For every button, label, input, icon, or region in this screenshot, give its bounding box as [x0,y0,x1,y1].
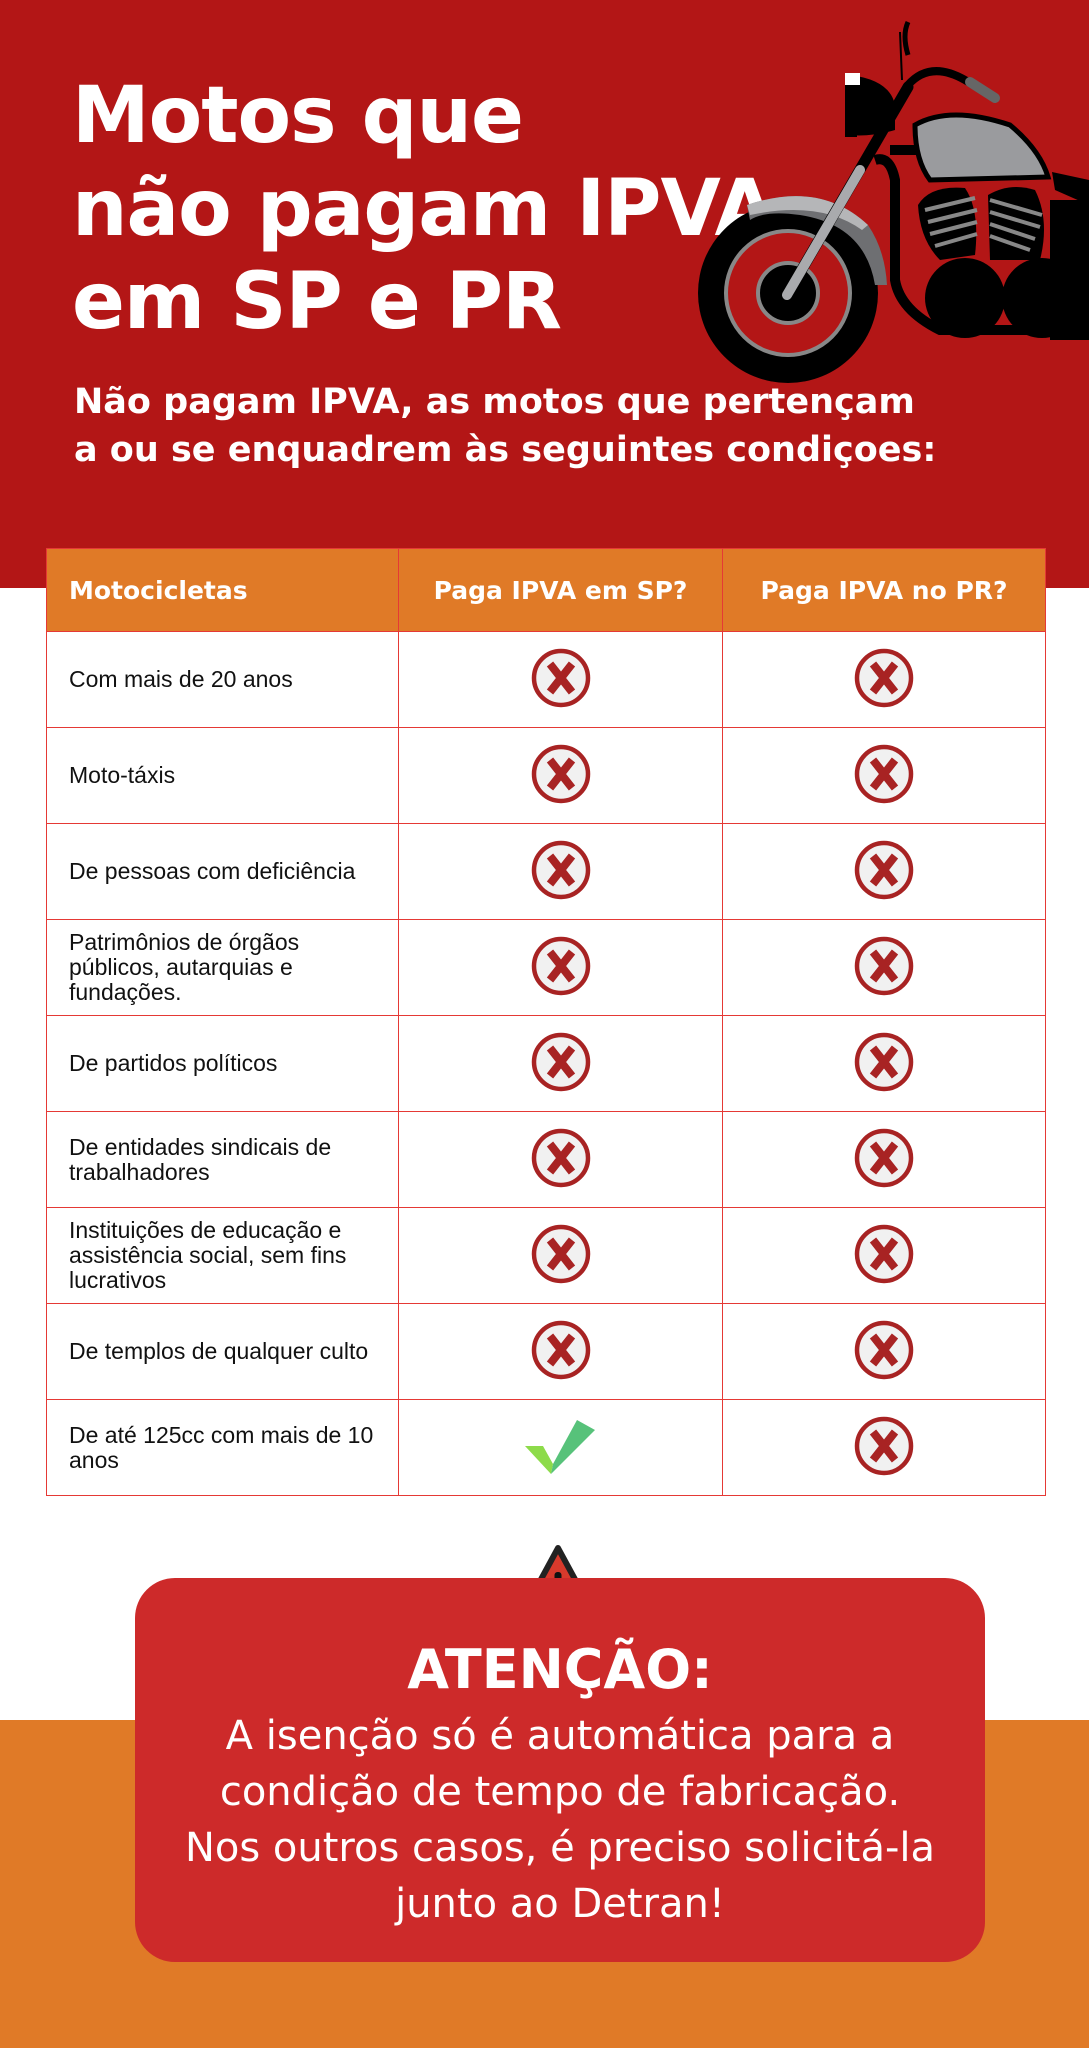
cell-sp [398,631,723,728]
title-line: em SP e PR [72,257,562,347]
x-circle-icon [854,1320,914,1380]
alert-line: A isenção só é automática para a [225,1713,895,1759]
cell-pr [722,631,1046,728]
table-row: De partidos políticos [46,1015,1046,1112]
cell-sp [398,727,723,824]
x-circle-icon [854,1224,914,1284]
x-circle-icon [531,1320,591,1380]
subtitle-line: Não pagam IPVA, as motos que pertençam [74,382,915,422]
cell-sp [398,823,723,920]
table-header-row: Motocicletas Paga IPVA em SP? Paga IPVA … [46,548,1046,632]
x-circle-icon [854,744,914,804]
x-circle-icon [531,744,591,804]
cell-sp [398,1303,723,1400]
title-line: Motos que [72,71,524,161]
table-row: Moto-táxis [46,727,1046,824]
table-row: De entidades sindicais de trabalhadores [46,1111,1046,1208]
alert-line: junto ao Detran! [395,1881,725,1927]
cell-sp [398,919,723,1016]
cell-sp [398,1399,723,1496]
check-icon [521,1416,601,1476]
cell-pr [722,1111,1046,1208]
cell-sp [398,1015,723,1112]
row-label: Com mais de 20 anos [46,631,399,728]
x-circle-icon [854,1416,914,1476]
alert-line: Nos outros casos, é preciso solicitá-la [184,1825,936,1871]
table-row: De templos de qualquer culto [46,1303,1046,1400]
cell-pr [722,727,1046,824]
alert-line: condição de tempo de fabricação. [219,1769,901,1815]
x-circle-icon [531,648,591,708]
cell-pr [722,1207,1046,1304]
title-line: não pagam IPVA [72,164,775,254]
cell-pr [722,823,1046,920]
attention-box: ATENÇÃO: A isenção só é automática para … [135,1578,985,1962]
x-circle-icon [531,840,591,900]
motorcycle-illustration [698,20,1089,383]
subtitle: Não pagam IPVA, as motos que pertençam a… [74,378,936,474]
subtitle-line: a ou se enquadrem às seguintes condiçoes… [74,430,937,470]
table-row: Com mais de 20 anos [46,631,1046,728]
cell-pr [722,919,1046,1016]
alert-title: ATENÇÃO: [407,1638,713,1701]
table-row: Instituições de educação e assistência s… [46,1207,1046,1304]
row-label: Patrimônios de órgãos públicos, autarqui… [46,919,399,1016]
row-label: Instituições de educação e assistência s… [46,1207,399,1304]
row-label: De partidos políticos [46,1015,399,1112]
column-header-sp: Paga IPVA em SP? [398,548,723,632]
cell-sp [398,1207,723,1304]
cell-sp [398,1111,723,1208]
x-circle-icon [854,840,914,900]
row-label: De pessoas com deficiência [46,823,399,920]
row-label: Moto-táxis [46,727,399,824]
page-title: Motos que não pagam IPVA em SP e PR [72,70,775,349]
x-circle-icon [854,1032,914,1092]
alert-body: A isenção só é automática para a condiçã… [135,1708,985,1932]
row-label: De entidades sindicais de trabalhadores [46,1111,399,1208]
table-row: De até 125cc com mais de 10 anos [46,1399,1046,1496]
ipva-table: Motocicletas Paga IPVA em SP? Paga IPVA … [46,548,1046,1496]
x-circle-icon [531,1032,591,1092]
x-circle-icon [854,1128,914,1188]
x-circle-icon [531,936,591,996]
cell-pr [722,1399,1046,1496]
x-circle-icon [854,648,914,708]
x-circle-icon [531,1224,591,1284]
x-circle-icon [531,1128,591,1188]
table-row: Patrimônios de órgãos públicos, autarqui… [46,919,1046,1016]
row-label: De até 125cc com mais de 10 anos [46,1399,399,1496]
x-circle-icon [854,936,914,996]
column-header-pr: Paga IPVA no PR? [722,548,1046,632]
table-row: De pessoas com deficiência [46,823,1046,920]
cell-pr [722,1015,1046,1112]
row-label: De templos de qualquer culto [46,1303,399,1400]
column-header-motocicletas: Motocicletas [46,548,399,632]
cell-pr [722,1303,1046,1400]
